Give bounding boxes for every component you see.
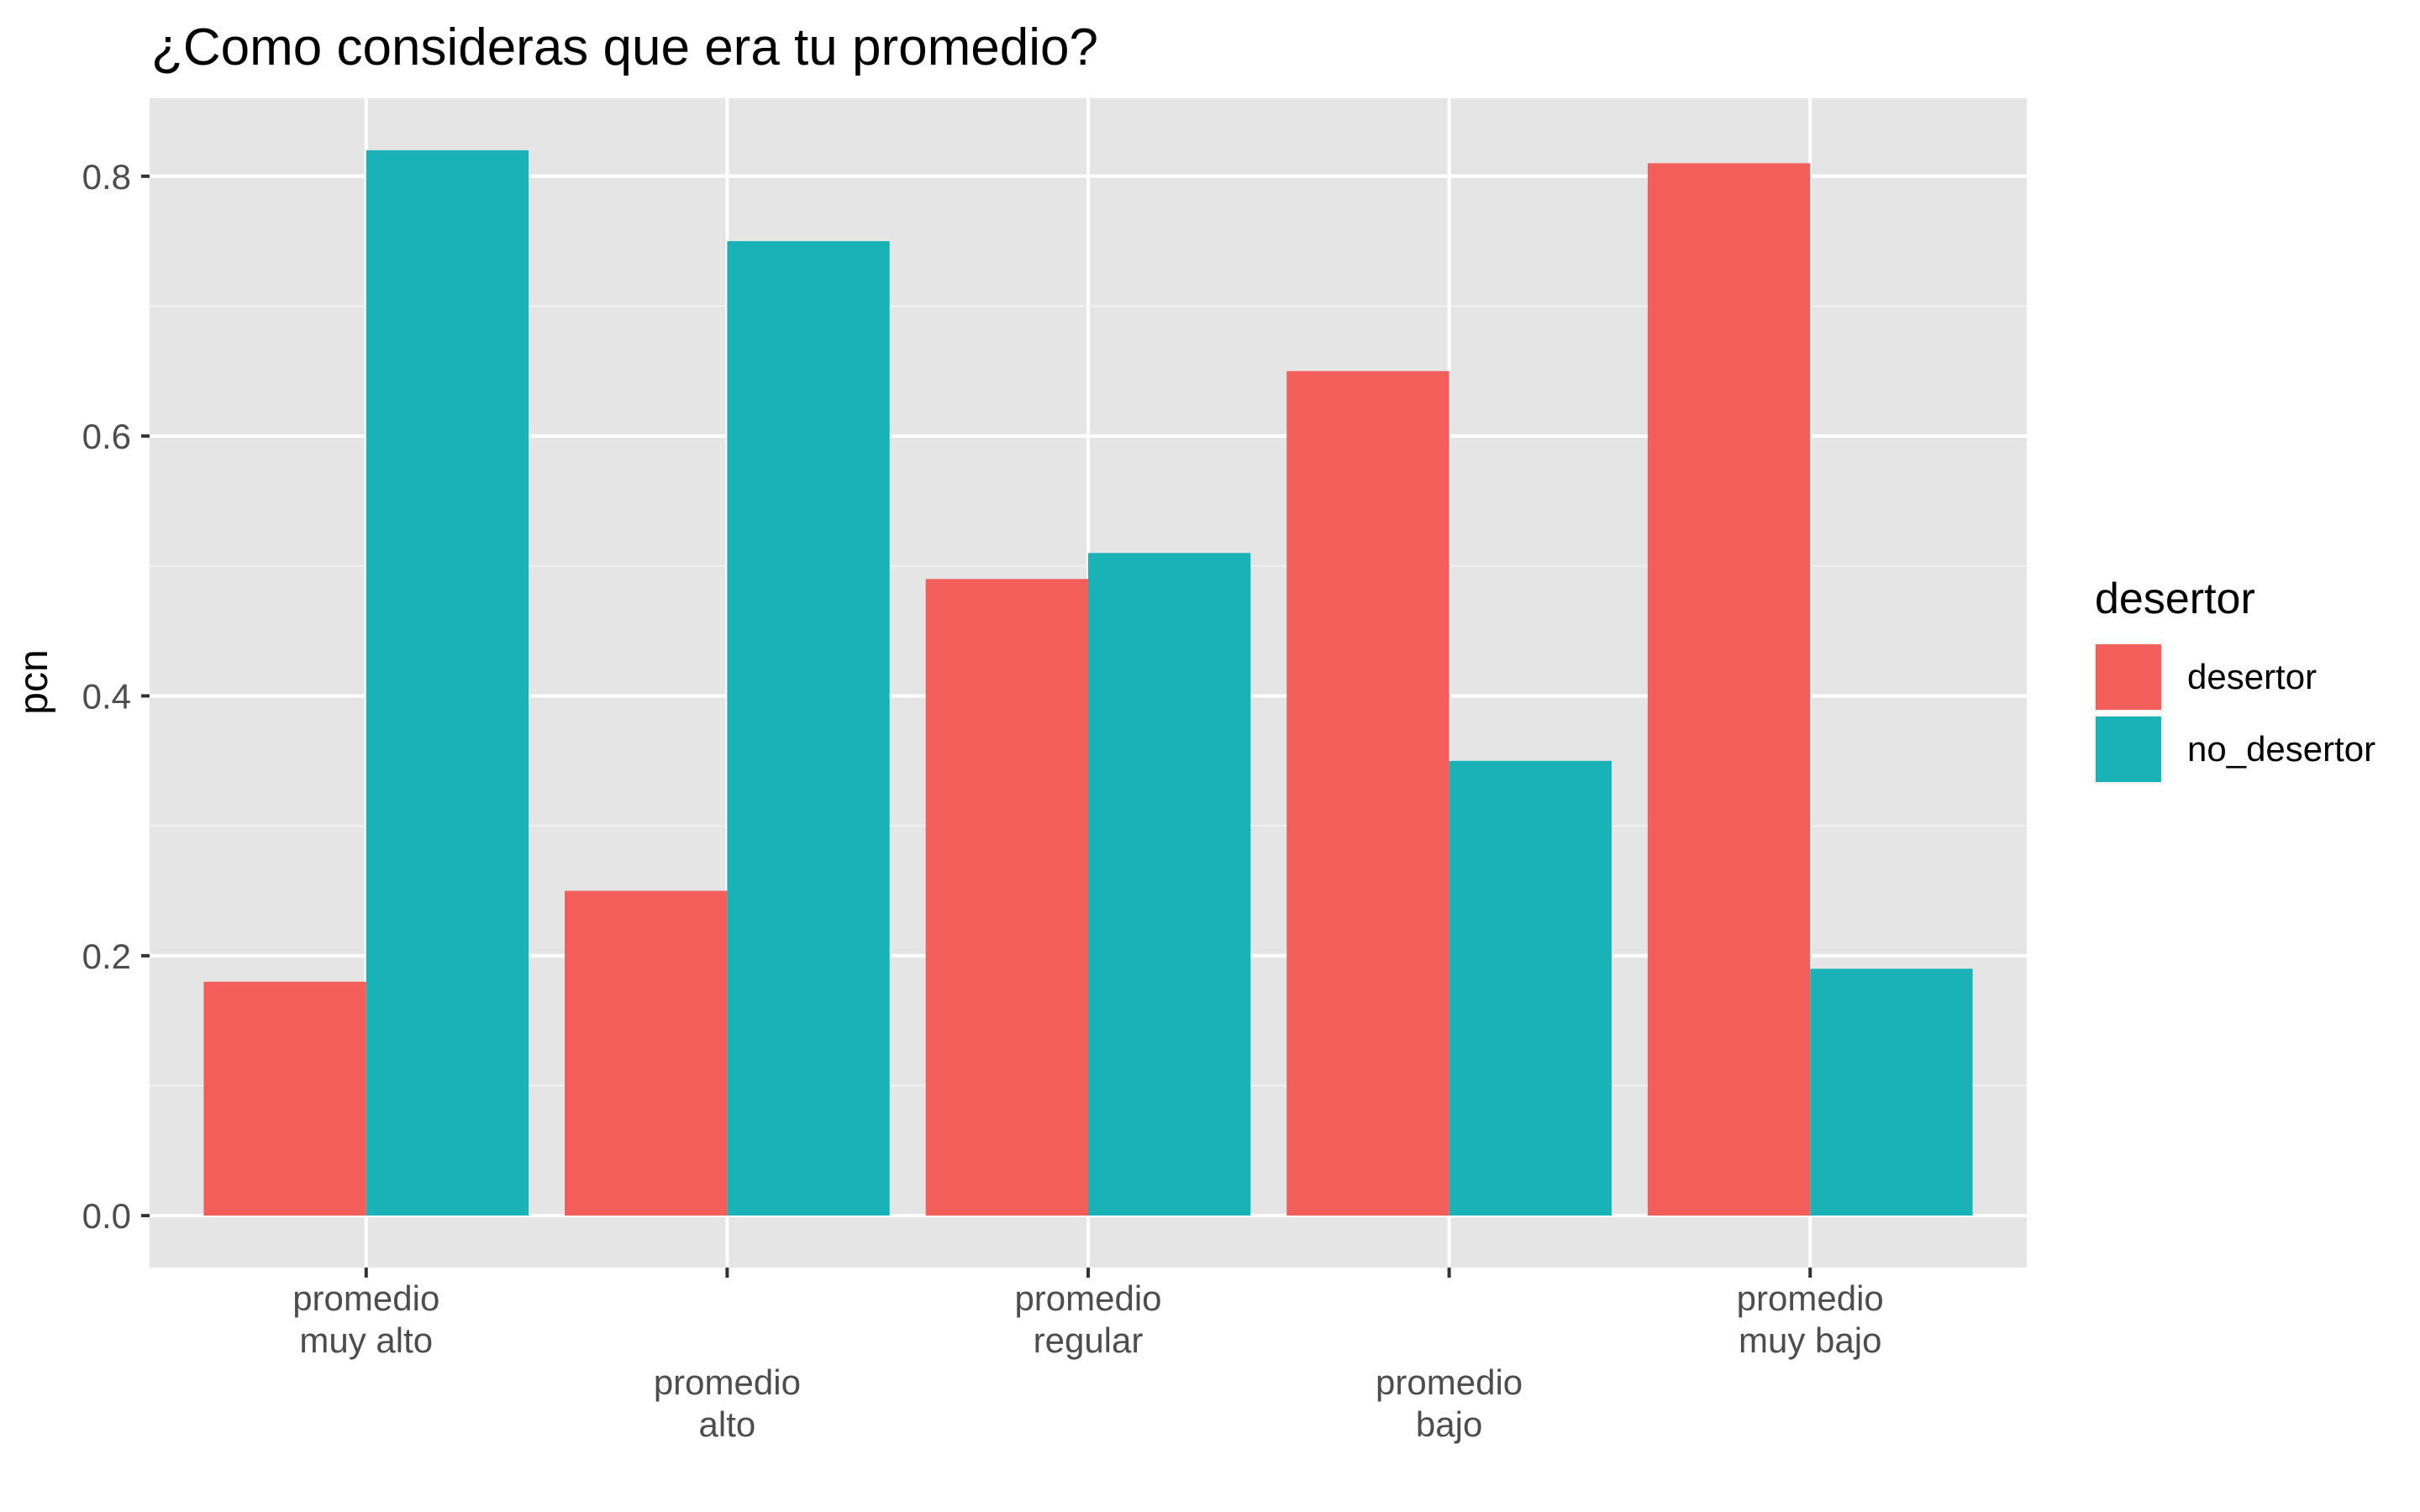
bar-no_desertor-1: [366, 150, 529, 1216]
y-tick-label: 0.6: [82, 417, 131, 456]
y-tick-label: 0.2: [82, 937, 131, 976]
legend-label-no_desertor: no_desertor: [2187, 729, 2375, 769]
legend-title: desertor: [2095, 575, 2255, 623]
legend-label-desertor: desertor: [2187, 657, 2317, 696]
x-tick-label: bajo: [1416, 1404, 1482, 1444]
bar-no_desertor-4: [1449, 760, 1612, 1216]
bar-no_desertor-5: [1810, 969, 1973, 1216]
bars: [203, 150, 1973, 1216]
x-tick-label: promedio: [1014, 1278, 1161, 1318]
legend: desertor desertor no_desertor: [2094, 575, 2375, 784]
legend-swatch-desertor: [2096, 644, 2161, 710]
bar-no_desertor-3: [1088, 553, 1251, 1216]
x-tick-label: promedio: [1376, 1362, 1523, 1402]
y-tick-label: 0.8: [82, 157, 131, 197]
bar-desertor-4: [1286, 370, 1449, 1216]
x-tick-label: promedio: [1737, 1278, 1884, 1318]
chart-title: ¿Como consideras que era tu promedio?: [151, 18, 1098, 76]
x-tick-label: promedio: [292, 1278, 439, 1318]
bar-desertor-5: [1647, 163, 1811, 1216]
x-tick-label: promedio: [654, 1362, 801, 1402]
y-tick-label: 0.0: [82, 1196, 131, 1236]
bar-desertor-2: [565, 890, 728, 1216]
bar-desertor-3: [925, 579, 1088, 1216]
y-axis-title: pcn: [12, 649, 56, 714]
y-tick-label: 0.4: [82, 676, 131, 716]
x-tick-label: regular: [1034, 1320, 1144, 1360]
legend-swatch-no_desertor: [2096, 717, 2161, 782]
x-tick-label: muy alto: [299, 1320, 433, 1360]
y-axis: 0.0 0.2 0.4 0.6 0.8: [82, 157, 150, 1236]
x-tick-label: alto: [699, 1404, 756, 1444]
bar-no_desertor-2: [727, 241, 890, 1216]
x-tick-label: muy bajo: [1739, 1320, 1881, 1360]
bar-desertor-1: [203, 981, 366, 1216]
